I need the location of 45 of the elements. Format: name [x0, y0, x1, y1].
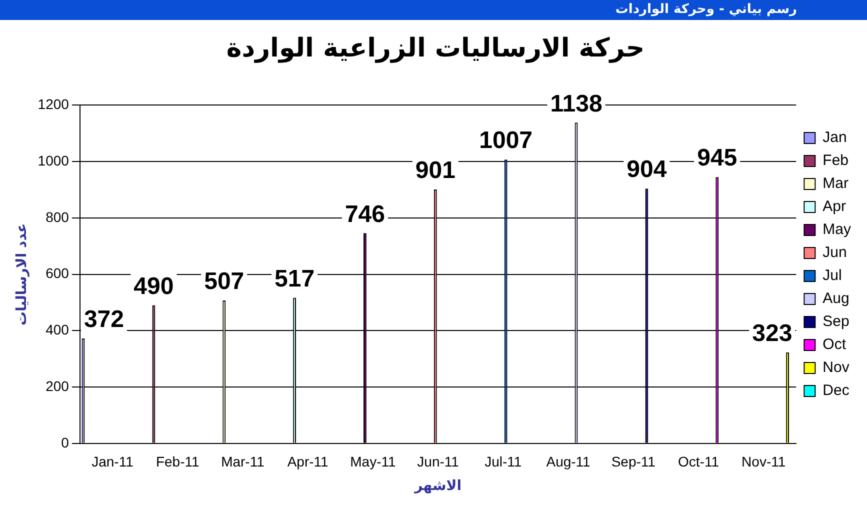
data-label: 746 [344, 200, 385, 228]
data-label: 517 [274, 265, 315, 292]
data-label: 1007 [479, 127, 533, 154]
x-tick-label: Jul-11 [484, 454, 522, 470]
data-label: 1138 [550, 90, 602, 118]
legend-label: Aug [822, 290, 850, 308]
x-tick-label: Jun-11 [417, 454, 460, 470]
legend-label: Jul [822, 267, 842, 284]
text: رسم بياني - وحركة الواردات [615, 2, 797, 17]
legend-label: Oct [822, 336, 847, 354]
legend-label: Feb [822, 152, 849, 170]
data-label: 323 [752, 320, 792, 347]
x-tick-label: Nov-11 [742, 454, 786, 470]
x-tick-label: Sep-11 [611, 454, 656, 470]
legend-label: Sep [822, 313, 850, 330]
legend-label: Dec [822, 382, 850, 400]
legend-label: Jun [822, 244, 847, 262]
x-tick-label: Mar-11 [221, 454, 265, 470]
legend-label: Jan [822, 129, 847, 146]
y-tick-label: 400 [46, 322, 70, 338]
x-tick-label: Oct-11 [678, 454, 720, 470]
legend-label: May [822, 221, 852, 238]
x-tick-label: Feb-11 [156, 454, 200, 470]
x-tick-label: Apr-11 [287, 454, 329, 470]
y-axis-title: عدد الارساليات [14, 223, 30, 326]
chart-title: حركة الارساليات الزراعية الواردة [226, 33, 645, 64]
y-tick-label: 600 [46, 265, 70, 282]
y-tick-label: 1200 [38, 96, 70, 112]
x-tick-label: May-11 [350, 454, 396, 470]
x-axis-title: الاشهر [414, 478, 462, 494]
y-tick-label: 0 [61, 434, 70, 450]
data-label: 507 [204, 268, 244, 296]
y-tick-label: 1000 [38, 152, 70, 168]
data-label: 901 [415, 157, 456, 184]
legend-label: Mar [822, 175, 849, 192]
y-tick-label: 200 [46, 378, 70, 394]
legend-label: Nov [822, 359, 850, 376]
data-label: 372 [84, 306, 124, 334]
data-label: 490 [134, 272, 174, 300]
data-label: 945 [697, 144, 738, 172]
data-label: 904 [626, 156, 668, 184]
y-tick-label: 800 [46, 208, 70, 225]
legend-label: Apr [822, 198, 846, 216]
x-tick-label: Jan-11 [92, 454, 134, 470]
x-tick-label: Aug-11 [546, 454, 591, 470]
